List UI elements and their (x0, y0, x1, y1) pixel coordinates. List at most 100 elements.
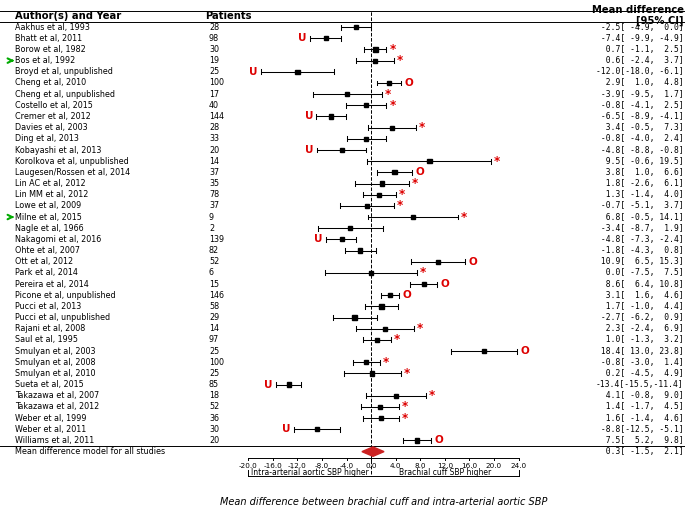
Text: Ding et al, 2013: Ding et al, 2013 (15, 134, 79, 143)
Text: Laugesen/Rossen et al, 2014: Laugesen/Rossen et al, 2014 (15, 168, 130, 177)
Text: U: U (264, 380, 273, 390)
Text: Korolkova et al, unpublished: Korolkova et al, unpublished (15, 156, 129, 166)
Text: 0.7[ -1.1,  2.5]: 0.7[ -1.1, 2.5] (596, 45, 684, 54)
FancyBboxPatch shape (379, 304, 384, 309)
Text: 30: 30 (209, 45, 219, 54)
Text: Lowe et al, 2009: Lowe et al, 2009 (15, 202, 82, 210)
Text: Nakagomi et al, 2016: Nakagomi et al, 2016 (15, 235, 101, 244)
Text: *: * (389, 99, 395, 112)
Text: *: * (382, 356, 388, 369)
Text: 17: 17 (209, 90, 219, 98)
Text: -0.8[ -3.0,  1.4]: -0.8[ -3.0, 1.4] (596, 358, 684, 367)
FancyBboxPatch shape (377, 193, 382, 197)
Text: 10.9[  6.5, 15.3]: 10.9[ 6.5, 15.3] (596, 257, 684, 266)
Text: O: O (403, 290, 412, 300)
FancyBboxPatch shape (388, 293, 393, 297)
FancyBboxPatch shape (371, 371, 375, 376)
Text: 25: 25 (209, 347, 219, 355)
FancyBboxPatch shape (482, 349, 486, 353)
Text: -3.9[ -9.5,  1.7]: -3.9[ -9.5, 1.7] (596, 90, 684, 98)
Text: Cheng et al, unpublished: Cheng et al, unpublished (15, 90, 115, 98)
FancyBboxPatch shape (345, 92, 349, 96)
FancyBboxPatch shape (353, 315, 357, 320)
Text: 3.1[  1.6,  4.6]: 3.1[ 1.6, 4.6] (596, 291, 684, 300)
Text: 58: 58 (209, 302, 219, 311)
FancyBboxPatch shape (415, 438, 419, 442)
Text: Weber et al, 2011: Weber et al, 2011 (15, 425, 86, 434)
Text: Mean difference between brachial cuff and intra-arterial aortic SBP: Mean difference between brachial cuff an… (220, 497, 547, 508)
Text: 12.0: 12.0 (437, 463, 453, 469)
FancyBboxPatch shape (377, 405, 382, 409)
Text: -1.8[ -4.3,  0.8]: -1.8[ -4.3, 0.8] (596, 246, 684, 255)
Text: -13.4[-15.5,-11.4]: -13.4[-15.5,-11.4] (596, 380, 684, 389)
Text: *: * (429, 389, 436, 402)
Text: 1.8[ -2.6,  6.1]: 1.8[ -2.6, 6.1] (596, 179, 684, 188)
Text: U: U (305, 111, 313, 122)
Text: 28: 28 (209, 123, 219, 132)
Text: *: * (404, 367, 410, 380)
Text: 20: 20 (209, 146, 219, 154)
Text: U: U (282, 424, 291, 434)
FancyBboxPatch shape (364, 204, 369, 208)
Text: O: O (415, 167, 424, 177)
FancyBboxPatch shape (295, 70, 299, 74)
Text: *: * (399, 188, 405, 201)
Text: 30: 30 (209, 425, 219, 434)
Text: 7.5[  5.2,  9.8]: 7.5[ 5.2, 9.8] (596, 436, 684, 445)
Text: *: * (402, 412, 408, 425)
Text: -20.0: -20.0 (239, 463, 258, 469)
Text: 82: 82 (209, 246, 219, 255)
Text: 18: 18 (209, 391, 219, 400)
Text: 9: 9 (209, 212, 214, 222)
FancyBboxPatch shape (329, 114, 334, 119)
Text: 29: 29 (209, 313, 219, 322)
Text: 2.9[  1.0,  4.8]: 2.9[ 1.0, 4.8] (596, 78, 684, 88)
FancyBboxPatch shape (380, 181, 384, 185)
Text: Takazawa et al, 2007: Takazawa et al, 2007 (15, 391, 99, 400)
Text: Weber et al, 1999: Weber et al, 1999 (15, 413, 86, 423)
Text: 40: 40 (209, 101, 219, 110)
Text: 3.8[  1.0,  6.6]: 3.8[ 1.0, 6.6] (596, 168, 684, 177)
FancyBboxPatch shape (315, 427, 319, 431)
Text: -4.8[ -7.3, -2.4]: -4.8[ -7.3, -2.4] (596, 235, 684, 244)
Text: 8.0: 8.0 (414, 463, 426, 469)
Text: 1.6[ -1.4,  4.6]: 1.6[ -1.4, 4.6] (596, 413, 684, 423)
FancyBboxPatch shape (422, 282, 426, 286)
FancyBboxPatch shape (394, 394, 399, 398)
Text: 36: 36 (209, 413, 219, 423)
Text: 18.4[ 13.0, 23.8]: 18.4[ 13.0, 23.8] (596, 347, 684, 355)
FancyBboxPatch shape (340, 148, 344, 152)
Text: -0.7[ -5.1,  3.7]: -0.7[ -5.1, 3.7] (596, 202, 684, 210)
Text: *: * (389, 43, 395, 56)
Text: 100: 100 (209, 358, 224, 367)
Text: Nagle et al, 1966: Nagle et al, 1966 (15, 224, 84, 233)
FancyBboxPatch shape (364, 103, 369, 107)
Text: 25: 25 (209, 369, 219, 378)
Text: Park et al, 2014: Park et al, 2014 (15, 268, 78, 277)
Text: Ohte et al, 2007: Ohte et al, 2007 (15, 246, 80, 255)
Text: *: * (412, 177, 418, 190)
FancyBboxPatch shape (340, 237, 344, 241)
Text: -2.5[ -4.9,  0.0]: -2.5[ -4.9, 0.0] (596, 23, 684, 32)
FancyBboxPatch shape (287, 382, 291, 387)
FancyBboxPatch shape (390, 125, 394, 130)
Text: Patients: Patients (206, 11, 252, 21)
Text: Williams et al, 2011: Williams et al, 2011 (15, 436, 95, 445)
Text: -0.8[ -4.1,  2.5]: -0.8[ -4.1, 2.5] (596, 101, 684, 110)
Text: 0.2[ -4.5,  4.9]: 0.2[ -4.5, 4.9] (596, 369, 684, 378)
Text: -16.0: -16.0 (264, 463, 282, 469)
Text: 33: 33 (209, 134, 219, 143)
Text: 139: 139 (209, 235, 224, 244)
Text: 14: 14 (209, 324, 219, 333)
Text: U: U (314, 234, 323, 244)
Text: 0.0: 0.0 (365, 463, 377, 469)
Text: 98: 98 (209, 34, 219, 43)
Text: *: * (416, 322, 423, 335)
Text: *: * (420, 266, 426, 279)
Text: 24.0: 24.0 (510, 463, 527, 469)
Text: O: O (441, 279, 449, 289)
Text: O: O (435, 436, 443, 445)
Text: Ott et al, 2012: Ott et al, 2012 (15, 257, 73, 266)
Text: 4.0: 4.0 (390, 463, 401, 469)
Text: 19: 19 (209, 56, 219, 65)
